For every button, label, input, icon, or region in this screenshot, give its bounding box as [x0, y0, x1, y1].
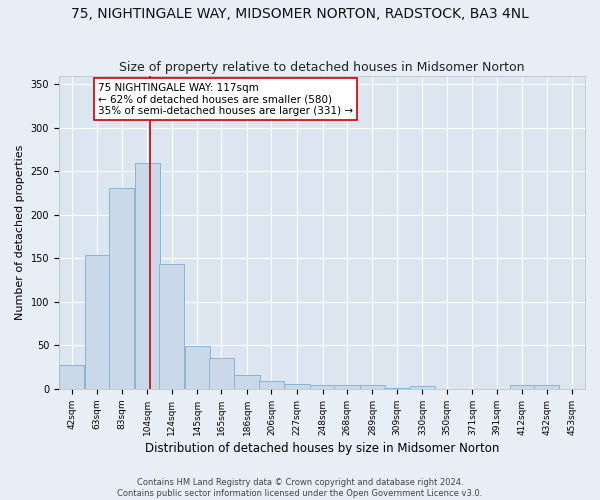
Text: 75 NIGHTINGALE WAY: 117sqm
← 62% of detached houses are smaller (580)
35% of sem: 75 NIGHTINGALE WAY: 117sqm ← 62% of deta… [98, 82, 353, 116]
Y-axis label: Number of detached properties: Number of detached properties [15, 144, 25, 320]
Bar [134, 162, 160, 389]
Bar [360, 384, 385, 389]
Bar [534, 386, 559, 389]
Bar [209, 358, 234, 389]
Bar [284, 384, 310, 389]
X-axis label: Distribution of detached houses by size in Midsomer Norton: Distribution of detached houses by size … [145, 442, 499, 455]
Bar [109, 188, 134, 389]
Bar [410, 386, 435, 389]
Bar [159, 264, 184, 389]
Bar [310, 384, 335, 389]
Bar [59, 364, 84, 389]
Title: Size of property relative to detached houses in Midsomer Norton: Size of property relative to detached ho… [119, 62, 525, 74]
Bar [509, 386, 535, 389]
Bar [384, 388, 409, 389]
Bar [185, 346, 210, 389]
Bar [259, 381, 284, 389]
Text: 75, NIGHTINGALE WAY, MIDSOMER NORTON, RADSTOCK, BA3 4NL: 75, NIGHTINGALE WAY, MIDSOMER NORTON, RA… [71, 8, 529, 22]
Bar [235, 375, 260, 389]
Bar [85, 255, 110, 389]
Text: Contains HM Land Registry data © Crown copyright and database right 2024.
Contai: Contains HM Land Registry data © Crown c… [118, 478, 482, 498]
Bar [334, 386, 359, 389]
